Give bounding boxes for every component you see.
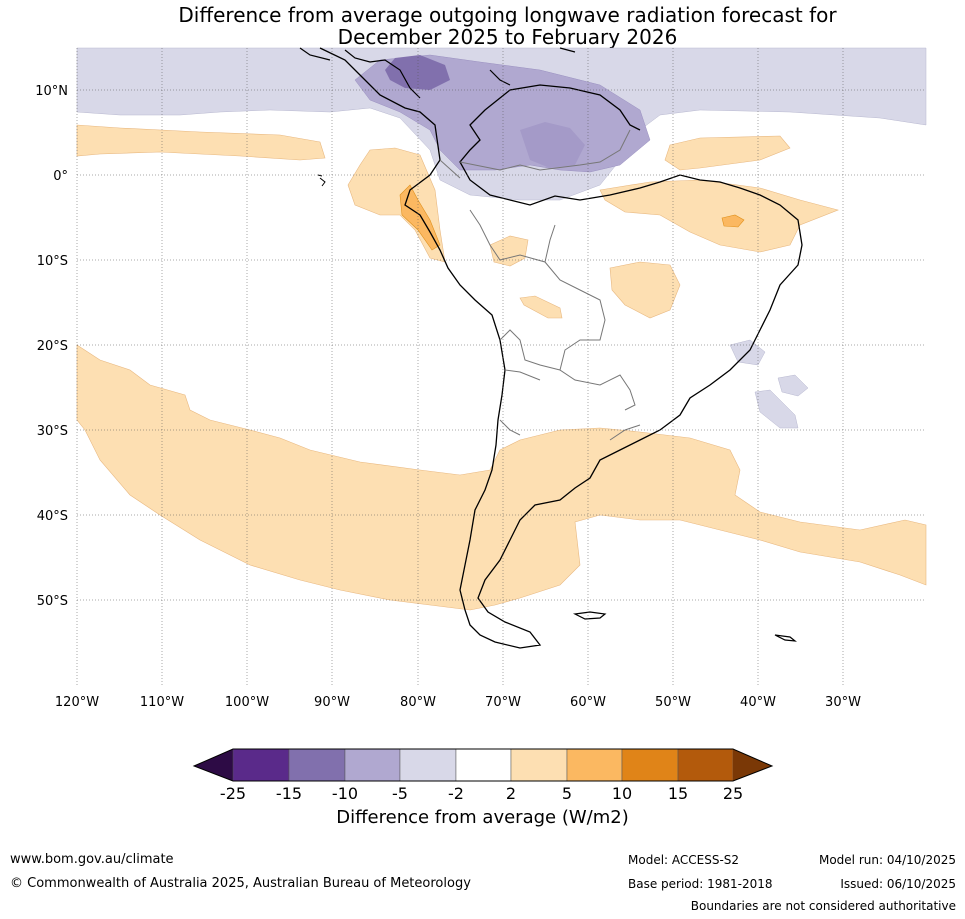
map-panel (76, 47, 927, 685)
lon-label-60w: 60°W (570, 695, 606, 710)
colorbar: -25 -15 -10 -5 -2 2 5 10 15 25 (192, 748, 774, 803)
cb-tick--15: -15 (276, 784, 302, 803)
anomaly-region-pos-bolivia (519, 295, 563, 319)
lon-label-90w: 90°W (314, 695, 350, 710)
cb-tick-2: 2 (506, 784, 516, 803)
colorbar-swatch-gt-25 (733, 749, 772, 781)
title-line-2: December 2025 to February 2026 (337, 25, 678, 49)
longitude-labels: 120°W 110°W 100°W 90°W 80°W 70°W 60°W 50… (55, 695, 861, 710)
anomaly-region-pos-equatorial-pacific (76, 124, 326, 161)
colorbar-outline (192, 748, 774, 782)
footer-disclaimer: Boundaries are not considered authoritat… (690, 899, 956, 913)
lat-label-40s: 40°S (37, 509, 68, 524)
coastline-galapagos (317, 174, 326, 187)
colorbar-tick-labels: -25 -15 -10 -5 -2 2 5 10 15 25 (220, 784, 743, 803)
footer-model: Model: ACCESS-S2 (628, 853, 740, 867)
colorbar-swatch-15-10 (288, 748, 346, 782)
anomaly-region-neg-mid-2 (520, 122, 585, 168)
lon-label-110w: 110°W (140, 695, 184, 710)
lat-label-10s: 10°S (37, 254, 68, 269)
anomaly-region-pos-brazil-north (664, 135, 791, 171)
anomaly-region-pos-south (76, 344, 927, 611)
cb-tick-5: 5 (562, 784, 572, 803)
anomaly-region-pos-moderate-amazon (721, 214, 745, 228)
lon-label-70w: 70°W (485, 695, 521, 710)
cb-tick--25: -25 (220, 784, 246, 803)
colorbar-swatch-2-5 (510, 748, 568, 782)
coastline-central-america (299, 47, 576, 99)
footer-copyright: © Commonwealth of Australia 2025, Austra… (10, 876, 471, 891)
coastline-south-america (319, 47, 803, 649)
footer-base-period: Base period: 1981-2018 (628, 877, 773, 891)
anomaly-region-neg-weak-se-brazil-3 (754, 389, 799, 429)
footer-issued: Issued: 06/10/2025 (840, 877, 956, 891)
coastline-south-georgia (774, 634, 797, 642)
latitude-labels: 10°N 0° 10°S 20°S 30°S 40°S 50°S (35, 84, 68, 609)
lon-label-50w: 50°W (655, 695, 691, 710)
colorbar-swatch-2-2 (455, 748, 512, 782)
anomaly-region-neg-strong (385, 55, 450, 90)
colorbar-swatch-5-10 (566, 748, 623, 782)
coastline-falklands (572, 611, 607, 620)
anomaly-region-pos-west-amazon (489, 235, 529, 267)
cb-tick-25: 25 (723, 784, 743, 803)
lon-label-120w: 120°W (55, 695, 99, 710)
colorbar-title: Difference from average (W/m2) (336, 807, 629, 828)
colorbar-swatch-10-5 (344, 748, 401, 782)
cb-tick-15: 15 (668, 784, 688, 803)
cb-tick--5: -5 (392, 784, 408, 803)
colorbar-swatch-25-15 (232, 748, 290, 782)
lat-label-30s: 30°S (37, 424, 68, 439)
anomaly-region-pos-moderate-peru (399, 184, 441, 251)
graticule (76, 48, 926, 685)
title-line-1: Difference from average outgoing longwav… (178, 3, 837, 27)
colorbar-swatch-10-15 (621, 748, 679, 782)
cb-tick--10: -10 (332, 784, 358, 803)
lon-label-40w: 40°W (740, 695, 776, 710)
anomaly-region-pos-amazon (599, 179, 839, 253)
cb-tick--2: -2 (448, 784, 464, 803)
cb-tick-10: 10 (612, 784, 632, 803)
lat-label-50s: 50°S (37, 594, 68, 609)
footer-website: www.bom.gov.au/climate (10, 852, 174, 867)
lat-label-0: 0° (53, 169, 68, 184)
lon-label-80w: 80°W (400, 695, 436, 710)
lat-label-10n: 10°N (35, 84, 68, 99)
colorbar-swatch-15-25 (677, 748, 734, 782)
colorbar-swatch-5-2 (399, 748, 457, 782)
anomaly-region-pos-central-brazil (609, 261, 681, 319)
anomaly-region-neg-weak-se-brazil-2 (777, 374, 809, 397)
lat-label-20s: 20°S (37, 339, 68, 354)
footer-model-run: Model run: 04/10/2025 (818, 853, 956, 867)
lon-label-100w: 100°W (225, 695, 269, 710)
colorbar-swatch-lt-25 (194, 749, 233, 781)
lon-label-30w: 30°W (825, 695, 861, 710)
map-title: Difference from average outgoing longwav… (0, 4, 965, 48)
